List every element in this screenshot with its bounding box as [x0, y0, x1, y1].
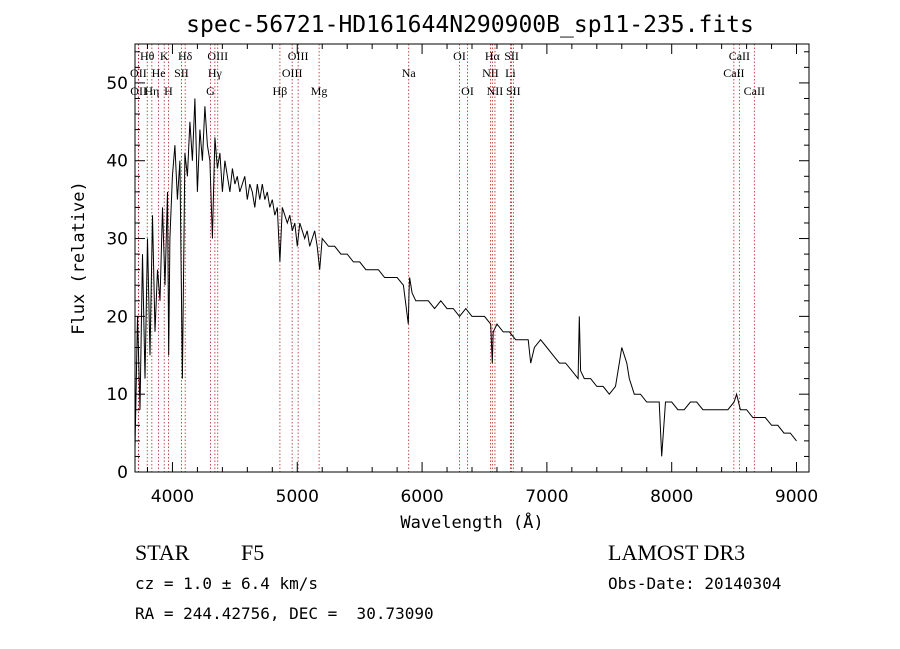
x-axis-ticks: 4000 5000 6000 7000 8000 9000 [146, 44, 818, 507]
y-axis-label: Flux (relative) [69, 181, 89, 335]
survey-name: LAMOST DR3 [608, 540, 746, 565]
y-tick-label-0: 0 [117, 463, 128, 483]
y-tick-label-10: 10 [106, 385, 128, 405]
line-label-oiii-9: OIII [207, 49, 228, 63]
line-markers [137, 44, 755, 472]
plot-frame [134, 43, 810, 473]
line-label-oii-1: OII [130, 66, 147, 80]
x-tick-label-5000: 5000 [276, 487, 319, 507]
x-tick-label-8000: 8000 [650, 487, 693, 507]
line-label-li-23: Li [505, 66, 516, 80]
flux-series-line [134, 98, 797, 457]
line-label-caii-27: CaII [744, 84, 765, 98]
line-label-oii-2: OII [130, 84, 147, 98]
line-label-sii-7: SII [174, 66, 189, 80]
line-label-oiii-14: OIII [282, 66, 303, 80]
y-tick-label-30: 30 [106, 230, 128, 250]
line-label-hδ-8: Hδ [178, 49, 193, 63]
observation-date: Obs-Date: 20140304 [608, 574, 782, 593]
line-label-hη-3: Hη [144, 84, 159, 98]
line-label-g-11: G [206, 84, 215, 98]
redshift-velocity: cz = 1.0 ± 6.4 km/s [135, 574, 319, 593]
line-label-mg-15: Mg [311, 84, 328, 98]
line-label-hγ-10: Hγ [208, 66, 223, 80]
line-label-na-16: Na [402, 66, 417, 80]
line-label-nii-21: NII [487, 84, 504, 98]
y-tick-label-50: 50 [106, 74, 128, 94]
line-label-caii-25: CaII [729, 49, 750, 63]
y-tick-label-40: 40 [106, 152, 128, 172]
x-tick-label-9000: 9000 [775, 487, 818, 507]
object-type: STAR [135, 540, 190, 565]
line-label-k-5: K [160, 49, 169, 63]
line-label-oiii-13: OIII [288, 49, 309, 63]
line-label-hα-19: Hα [485, 49, 501, 63]
line-label-nii-20: NII [482, 66, 499, 80]
line-label-h-6: H [164, 84, 173, 98]
line-label-sii-22: SII [504, 49, 519, 63]
y-axis-ticks: 0 10 20 30 40 50 [106, 51, 809, 483]
x-axis-label: Wavelength (Å) [400, 511, 543, 533]
line-label-he-4: He [152, 66, 166, 80]
line-label-hθ-0: Hθ [140, 49, 155, 63]
line-label-oi-18: OI [461, 84, 474, 98]
line-label-hβ-12: Hβ [273, 84, 288, 98]
line-label-oi-17: OI [453, 49, 466, 63]
x-tick-label-7000: 7000 [525, 487, 568, 507]
subclass: F5 [241, 540, 265, 565]
line-label-sii-24: SII [506, 84, 521, 98]
x-tick-label-6000: 6000 [400, 487, 443, 507]
line-label-caii-26: CaII [723, 66, 744, 80]
chart-title: spec-56721-HD161644N290900B_sp11-235.fit… [186, 12, 754, 38]
y-tick-label-20: 20 [106, 307, 128, 327]
x-tick-label-4000: 4000 [151, 487, 194, 507]
coordinates: RA = 244.42756, DEC = 30.73090 [135, 604, 434, 623]
